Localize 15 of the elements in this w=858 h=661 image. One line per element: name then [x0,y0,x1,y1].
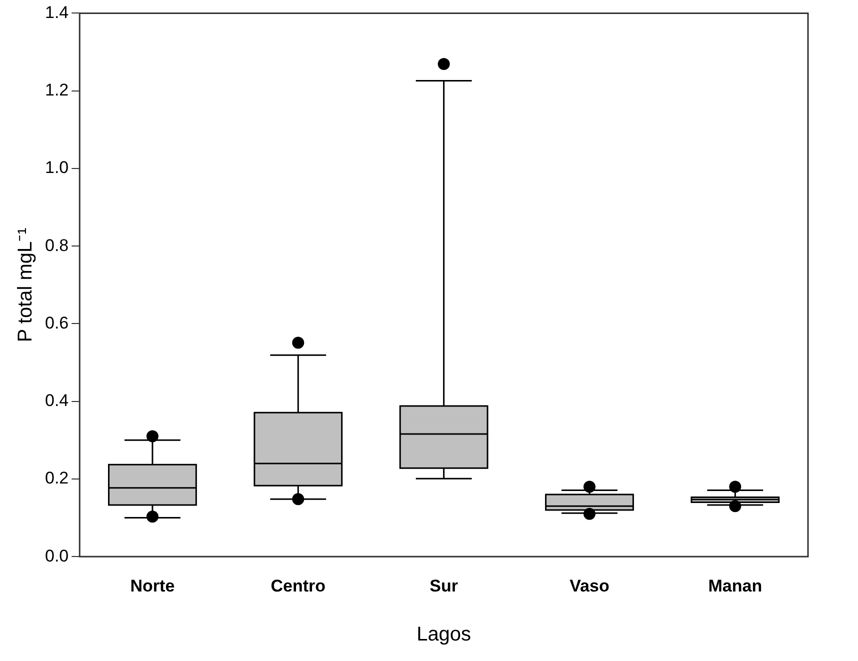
x-tick-label: Norte [130,576,175,596]
y-axis-title: P total mgL⁻¹ [14,227,37,342]
x-tick-label: Vaso [570,576,610,596]
y-tick-label: 1.0 [44,158,69,178]
y-tick-label: 1.2 [44,80,69,100]
y-tick-label: 0.0 [44,546,69,566]
x-axis-title: Lagos [416,624,472,646]
y-tick-label: 0.4 [44,391,69,410]
x-tick-label: Centro [270,576,326,596]
y-tick-label: 0.8 [44,236,69,255]
x-tick-label: Manan [708,576,762,596]
x-tick-label: Sur [430,576,458,596]
y-tick-label: 0.6 [44,313,69,332]
y-tick-label: 0.2 [44,468,69,488]
y-tick-label: 1.4 [44,2,69,22]
